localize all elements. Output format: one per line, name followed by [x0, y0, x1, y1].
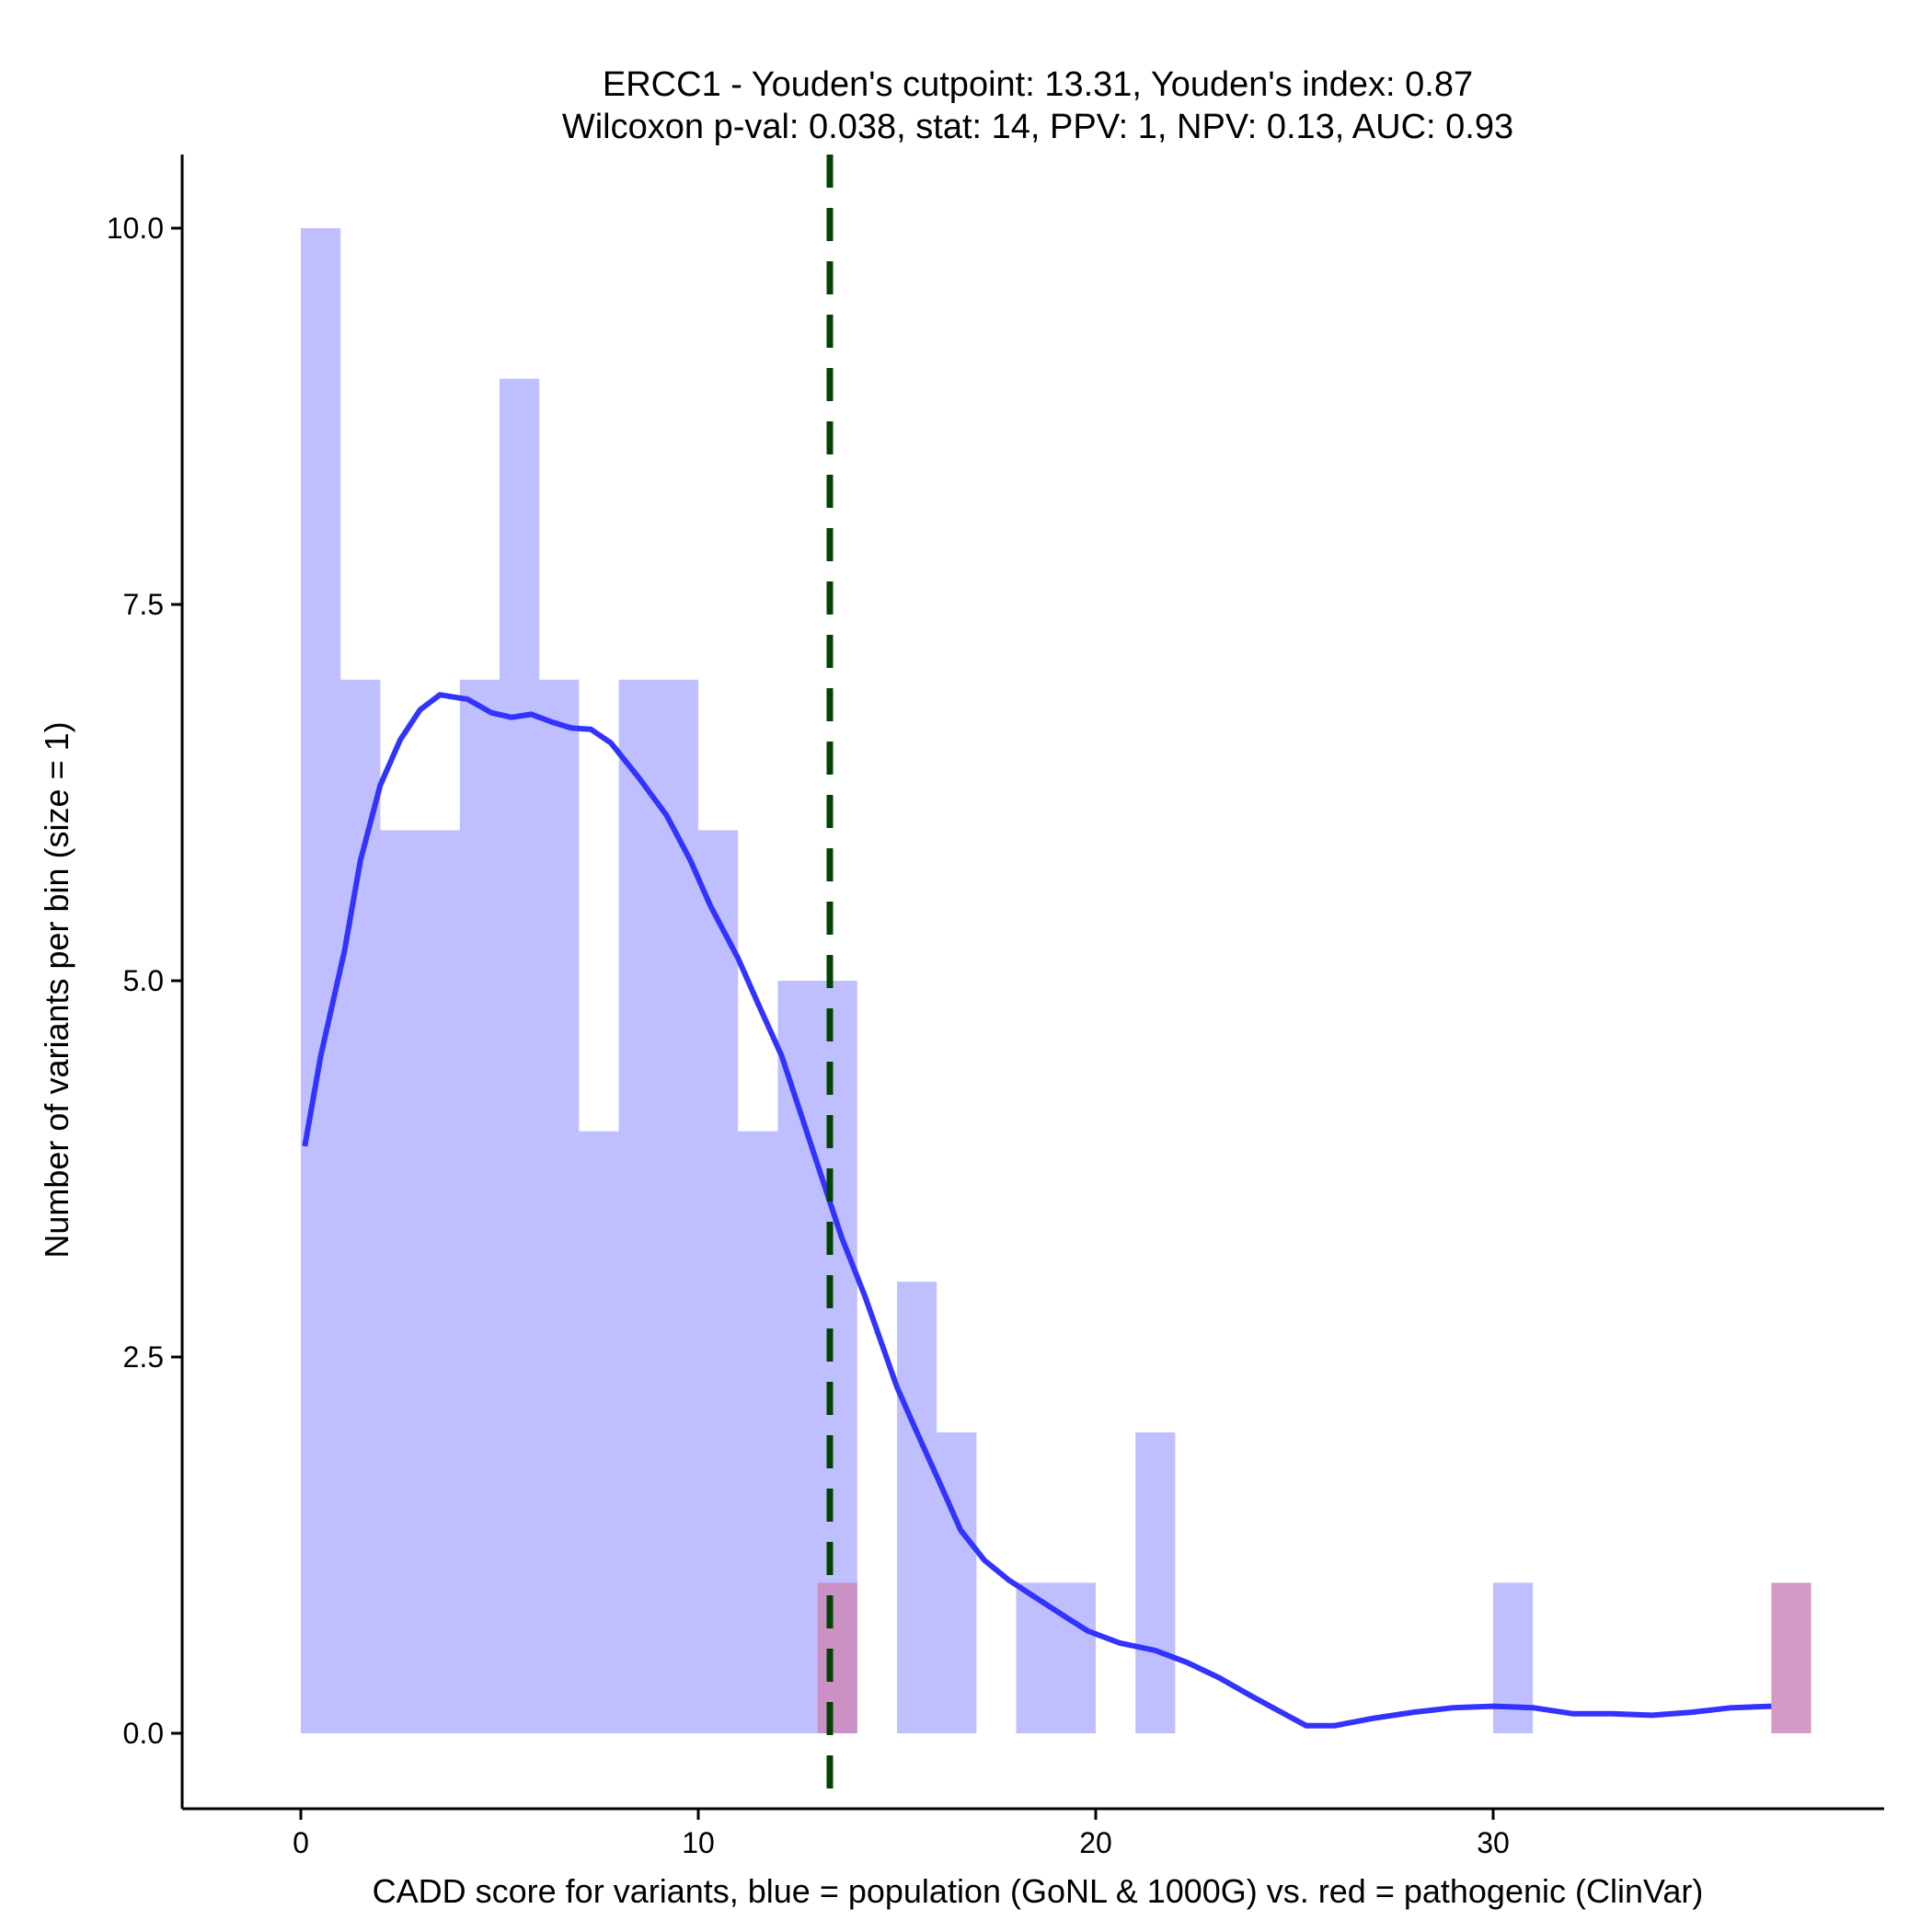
- histogram-bar: [1493, 1582, 1534, 1733]
- histogram-bar: [1135, 1432, 1176, 1733]
- density-curve: [302, 692, 1772, 1729]
- histogram-bar: [1055, 1582, 1096, 1733]
- histogram-bar: [738, 1131, 778, 1733]
- x-tick-label: 20: [1079, 1826, 1112, 1859]
- y-tick-label: 7.5: [123, 588, 164, 621]
- y-tick-label: 2.5: [123, 1340, 164, 1374]
- plot-area: 0 10 20 30 0.0 2.5 5.0 7.5 10.0: [107, 155, 1884, 1859]
- chart-subtitle: Wilcoxon p-val: 0.038, stat: 14, PPV: 1,…: [562, 108, 1513, 146]
- histogram-bar: [698, 830, 739, 1733]
- x-tick-label: 0: [293, 1826, 309, 1859]
- x-tick-label: 30: [1477, 1826, 1510, 1859]
- histogram-bar: [420, 830, 460, 1733]
- histogram-bar: [618, 679, 659, 1733]
- histogram-bar: [658, 679, 698, 1733]
- histogram-bar: [897, 1282, 937, 1733]
- histogram-bar: [500, 378, 540, 1734]
- chart-title: ERCC1 - Youden's cutpoint: 13.31, Youden…: [603, 65, 1473, 104]
- y-tick-label: 10.0: [107, 212, 164, 245]
- histogram-bar: [459, 679, 500, 1733]
- histogram-bar: [380, 830, 420, 1733]
- histogram-bar: [579, 1131, 619, 1733]
- y-tick-label: 0.0: [123, 1717, 164, 1750]
- histogram-bar: [539, 679, 580, 1733]
- histogram-bar: [340, 679, 381, 1733]
- histogram-bar: [777, 981, 818, 1733]
- y-axis-title: Number of variants per bin (size = 1): [38, 721, 75, 1258]
- histogram-bar: [937, 1432, 977, 1733]
- histogram-bar: [301, 228, 341, 1733]
- x-tick-label: 10: [682, 1826, 715, 1859]
- x-axis-title: CADD score for variants, blue = populati…: [373, 1872, 1704, 1910]
- histogram-bar: [1771, 1582, 1811, 1733]
- histogram-bar: [817, 1582, 857, 1733]
- y-tick-label: 5.0: [123, 964, 164, 997]
